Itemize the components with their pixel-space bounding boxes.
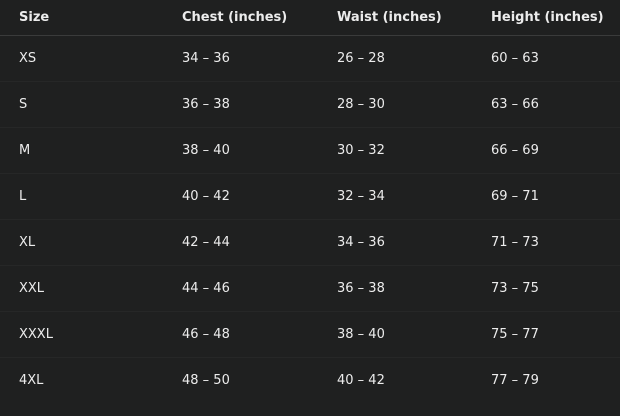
cell-height: 73 – 75 — [491, 265, 620, 312]
cell-chest: 36 – 38 — [182, 81, 337, 128]
table-row: XXXL 46 – 48 38 – 40 75 – 77 — [0, 311, 620, 358]
table-row: XXL 44 – 46 36 – 38 73 – 75 — [0, 265, 620, 312]
cell-height: 75 – 77 — [491, 311, 620, 358]
cell-chest: 40 – 42 — [182, 173, 337, 220]
cell-waist: 28 – 30 — [337, 81, 491, 128]
size-chart-table: Size Chest (inches) Waist (inches) Heigh… — [0, 0, 620, 404]
cell-height: 60 – 63 — [491, 35, 620, 82]
cell-chest: 46 – 48 — [182, 311, 337, 358]
cell-size: M — [0, 127, 182, 174]
cell-waist: 26 – 28 — [337, 35, 491, 82]
cell-chest: 42 – 44 — [182, 219, 337, 266]
table-body: XS 34 – 36 26 – 28 60 – 63 S 36 – 38 28 – 30 63… — [0, 35, 620, 404]
cell-size: L — [0, 173, 182, 220]
cell-height: 69 – 71 — [491, 173, 620, 220]
cell-waist: 38 – 40 — [337, 311, 491, 358]
cell-waist: 36 – 38 — [337, 265, 491, 312]
cell-height: 77 – 79 — [491, 373, 539, 388]
table-row: M 38 – 40 30 – 32 66 – 69 — [0, 127, 620, 174]
cell-chest: 38 – 40 — [182, 127, 337, 174]
table-row: L 40 – 42 32 – 34 69 – 71 — [0, 173, 620, 220]
cell-chest: 34 – 36 — [182, 35, 337, 82]
cell-size: XL — [0, 219, 182, 266]
cell-height: 66 – 69 — [491, 127, 620, 174]
header-chest: Chest (inches) — [182, 0, 337, 36]
table-row: XL 42 – 44 34 – 36 71 – 73 — [0, 219, 620, 266]
header-size: Size — [0, 0, 182, 36]
header-height: Height (inches) — [491, 0, 620, 36]
cell-waist: 40 – 42 — [337, 373, 385, 388]
table-row: S 36 – 38 28 – 30 63 – 66 — [0, 81, 620, 128]
cell-height: 63 – 66 — [491, 81, 620, 128]
cell-size: XS — [0, 35, 182, 82]
cell-waist: 30 – 32 — [337, 127, 491, 174]
cell-chest: 44 – 46 — [182, 265, 337, 312]
header-waist: Waist (inches) — [337, 0, 491, 36]
cell-size: 4XL — [19, 373, 44, 388]
header-row: Size Chest (inches) Waist (inches) Heigh… — [0, 0, 620, 36]
cell-size: XXXL — [0, 311, 182, 358]
cell-waist: 32 – 34 — [337, 173, 491, 220]
table-row: XS 34 – 36 26 – 28 60 – 63 — [0, 35, 620, 82]
cell-height: 71 – 73 — [491, 219, 620, 266]
cell-size: XXL — [0, 265, 182, 312]
cell-size: S — [0, 81, 182, 128]
cell-chest: 48 – 50 — [182, 373, 230, 388]
table-row: 4XL 48 – 50 40 – 42 77 – 79 — [0, 358, 620, 404]
cell-waist: 34 – 36 — [337, 219, 491, 266]
